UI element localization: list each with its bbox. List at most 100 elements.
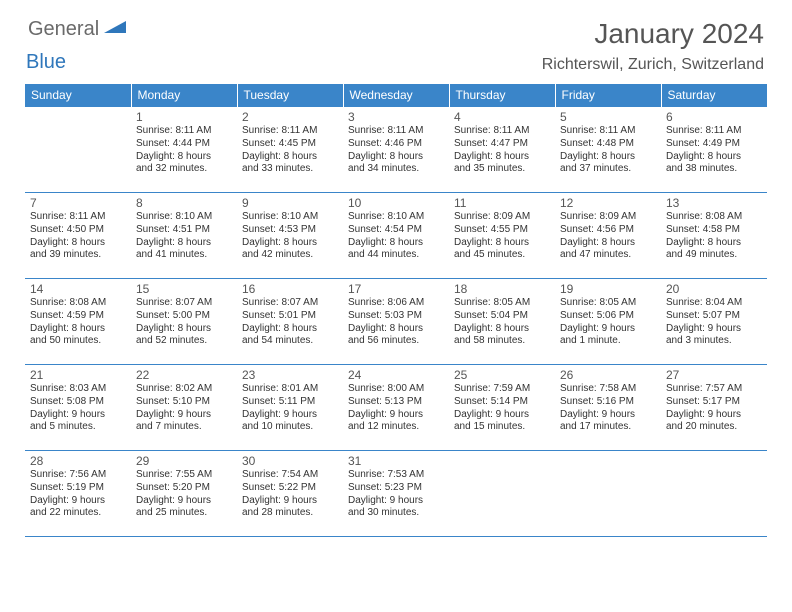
day-number: 1 (136, 110, 232, 124)
daylight-text: and 30 minutes. (348, 507, 444, 520)
daylight-text: Daylight: 8 hours (666, 151, 762, 164)
daylight-text: Daylight: 9 hours (348, 409, 444, 422)
calendar-day-cell (661, 451, 767, 537)
logo: General Blue (28, 18, 126, 64)
daylight-text: Daylight: 8 hours (30, 323, 126, 336)
sunset-text: Sunset: 5:01 PM (242, 310, 338, 323)
day-number: 20 (666, 282, 762, 296)
daylight-text: Daylight: 8 hours (242, 323, 338, 336)
day-number: 9 (242, 196, 338, 210)
calendar-week-row: 1 Sunrise: 8:11 AM Sunset: 4:44 PM Daylight… (25, 107, 767, 193)
daylight-text: Daylight: 8 hours (454, 237, 550, 250)
calendar-day-cell: 17Sunrise: 8:06 AMSunset: 5:03 PMDayligh… (343, 279, 449, 365)
day-number: 15 (136, 282, 232, 296)
calendar-day-cell: 15Sunrise: 8:07 AMSunset: 5:00 PMDayligh… (131, 279, 237, 365)
calendar-week-row: 14Sunrise: 8:08 AMSunset: 4:59 PMDayligh… (25, 279, 767, 365)
day-number: 11 (454, 196, 550, 210)
day-number: 14 (30, 282, 126, 296)
daylight-text: and 58 minutes. (454, 335, 550, 348)
calendar-day-cell: 14Sunrise: 8:08 AMSunset: 4:59 PMDayligh… (25, 279, 131, 365)
sunset-text: Sunset: 5:16 PM (560, 396, 656, 409)
day-number: 22 (136, 368, 232, 382)
weekday-header: Monday (131, 84, 237, 107)
daylight-text: and 22 minutes. (30, 507, 126, 520)
sunset-text: Sunset: 4:47 PM (454, 138, 550, 151)
daylight-text: Daylight: 8 hours (666, 237, 762, 250)
sunset-text: Sunset: 4:44 PM (136, 138, 232, 151)
calendar-day-cell: 23Sunrise: 8:01 AMSunset: 5:11 PMDayligh… (237, 365, 343, 451)
day-number: 5 (560, 110, 656, 124)
day-number: 6 (666, 110, 762, 124)
sunrise-text: Sunrise: 8:07 AM (242, 297, 338, 310)
sunset-text: Sunset: 5:20 PM (136, 482, 232, 495)
day-number: 31 (348, 454, 444, 468)
sunrise-text: Sunrise: 7:53 AM (348, 469, 444, 482)
day-number: 17 (348, 282, 444, 296)
title-block: January 2024 Richterswil, Zurich, Switze… (542, 18, 764, 74)
sunrise-text: Sunrise: 8:10 AM (136, 211, 232, 224)
calendar-week-row: 28Sunrise: 7:56 AMSunset: 5:19 PMDayligh… (25, 451, 767, 537)
sunrise-text: Sunrise: 8:11 AM (666, 125, 762, 138)
sunset-text: Sunset: 4:54 PM (348, 224, 444, 237)
sunset-text: Sunset: 4:53 PM (242, 224, 338, 237)
calendar-day-cell: 26Sunrise: 7:58 AMSunset: 5:16 PMDayligh… (555, 365, 661, 451)
day-number: 3 (348, 110, 444, 124)
logo-text-blue: Blue (26, 51, 124, 74)
day-number: 18 (454, 282, 550, 296)
calendar-day-cell: 28Sunrise: 7:56 AMSunset: 5:19 PMDayligh… (25, 451, 131, 537)
calendar-day-cell: 11Sunrise: 8:09 AMSunset: 4:55 PMDayligh… (449, 193, 555, 279)
daylight-text: Daylight: 9 hours (560, 323, 656, 336)
day-number: 4 (454, 110, 550, 124)
sunrise-text: Sunrise: 7:57 AM (666, 383, 762, 396)
daylight-text: Daylight: 9 hours (30, 495, 126, 508)
daylight-text: and 7 minutes. (136, 421, 232, 434)
daylight-text: Daylight: 9 hours (666, 409, 762, 422)
sunset-text: Sunset: 4:45 PM (242, 138, 338, 151)
daylight-text: and 3 minutes. (666, 335, 762, 348)
weekday-header: Wednesday (343, 84, 449, 107)
day-number: 25 (454, 368, 550, 382)
logo-text-general: General (28, 18, 99, 40)
day-number: 29 (136, 454, 232, 468)
sunrise-text: Sunrise: 8:06 AM (348, 297, 444, 310)
header: General Blue January 2024 Richterswil, Z… (0, 0, 792, 80)
day-number: 21 (30, 368, 126, 382)
daylight-text: Daylight: 9 hours (136, 495, 232, 508)
calendar-day-cell: 3Sunrise: 8:11 AMSunset: 4:46 PMDaylight… (343, 107, 449, 193)
daylight-text: Daylight: 8 hours (348, 323, 444, 336)
location: Richterswil, Zurich, Switzerland (542, 56, 764, 74)
sunset-text: Sunset: 4:59 PM (30, 310, 126, 323)
day-number: 28 (30, 454, 126, 468)
daylight-text: and 49 minutes. (666, 249, 762, 262)
daylight-text: and 5 minutes. (30, 421, 126, 434)
daylight-text: and 35 minutes. (454, 163, 550, 176)
calendar-day-cell: 18Sunrise: 8:05 AMSunset: 5:04 PMDayligh… (449, 279, 555, 365)
sunrise-text: Sunrise: 7:55 AM (136, 469, 232, 482)
daylight-text: and 54 minutes. (242, 335, 338, 348)
calendar-day-cell: 2Sunrise: 8:11 AMSunset: 4:45 PMDaylight… (237, 107, 343, 193)
day-number: 24 (348, 368, 444, 382)
sunrise-text: Sunrise: 8:11 AM (348, 125, 444, 138)
daylight-text: and 12 minutes. (348, 421, 444, 434)
daylight-text: Daylight: 8 hours (136, 237, 232, 250)
sunrise-text: Sunrise: 8:11 AM (454, 125, 550, 138)
sunrise-text: Sunrise: 7:59 AM (454, 383, 550, 396)
day-number: 23 (242, 368, 338, 382)
calendar-day-cell: 12Sunrise: 8:09 AMSunset: 4:56 PMDayligh… (555, 193, 661, 279)
calendar-day-cell: 25Sunrise: 7:59 AMSunset: 5:14 PMDayligh… (449, 365, 555, 451)
daylight-text: and 38 minutes. (666, 163, 762, 176)
calendar-week-row: 21Sunrise: 8:03 AMSunset: 5:08 PMDayligh… (25, 365, 767, 451)
day-number: 13 (666, 196, 762, 210)
daylight-text: and 33 minutes. (242, 163, 338, 176)
daylight-text: and 52 minutes. (136, 335, 232, 348)
daylight-text: and 32 minutes. (136, 163, 232, 176)
calendar-day-cell: 7Sunrise: 8:11 AMSunset: 4:50 PMDaylight… (25, 193, 131, 279)
sunrise-text: Sunrise: 8:08 AM (30, 297, 126, 310)
daylight-text: and 37 minutes. (560, 163, 656, 176)
sunset-text: Sunset: 5:04 PM (454, 310, 550, 323)
day-number: 26 (560, 368, 656, 382)
daylight-text: and 20 minutes. (666, 421, 762, 434)
daylight-text: and 45 minutes. (454, 249, 550, 262)
daylight-text: and 34 minutes. (348, 163, 444, 176)
sunset-text: Sunset: 5:14 PM (454, 396, 550, 409)
